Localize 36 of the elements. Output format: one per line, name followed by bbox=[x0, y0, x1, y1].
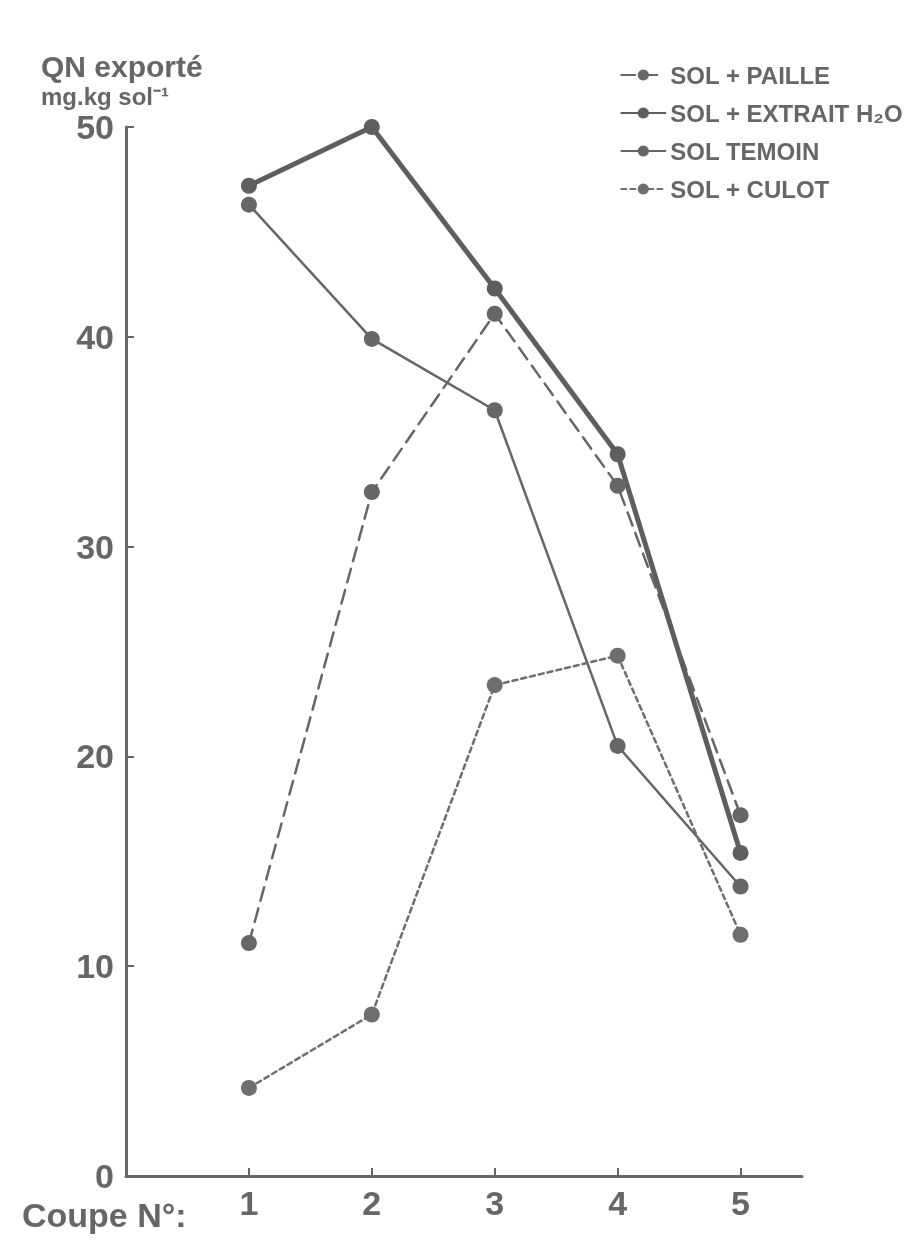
point bbox=[609, 446, 626, 463]
point bbox=[609, 647, 626, 664]
point bbox=[240, 1079, 257, 1096]
x-tick-label: 1 bbox=[239, 1184, 259, 1222]
point bbox=[363, 119, 380, 135]
legend-label: SOL + PAILLE bbox=[670, 61, 831, 89]
x-axis-title: Coupe N°: bbox=[22, 1196, 187, 1234]
point bbox=[363, 484, 380, 501]
point bbox=[486, 305, 503, 322]
y-tick-label: 10 bbox=[76, 947, 114, 986]
point bbox=[732, 926, 749, 943]
y-tick-label: 40 bbox=[76, 317, 114, 356]
point bbox=[732, 807, 749, 824]
x-tick-label: 4 bbox=[608, 1184, 628, 1222]
x-tick-label: 3 bbox=[485, 1184, 505, 1222]
y-axis-title: QN exporté mg.kg sol⁻¹ bbox=[41, 49, 203, 110]
point bbox=[609, 477, 626, 494]
point bbox=[240, 196, 257, 213]
point bbox=[240, 935, 257, 952]
point bbox=[732, 844, 749, 861]
point bbox=[363, 1006, 380, 1023]
point bbox=[486, 402, 503, 419]
y-tick-label: 20 bbox=[76, 737, 114, 776]
x-tick-label: 2 bbox=[362, 1184, 382, 1222]
point bbox=[240, 177, 257, 194]
point bbox=[732, 878, 749, 895]
point bbox=[486, 280, 503, 297]
point bbox=[363, 330, 380, 347]
x-tick-label: 5 bbox=[731, 1184, 751, 1222]
point bbox=[486, 677, 503, 694]
y-tick-label: 30 bbox=[76, 527, 114, 566]
point bbox=[609, 737, 626, 754]
y-tick-label: 0 bbox=[95, 1157, 114, 1195]
legend-label: SOL TEMOIN bbox=[670, 137, 820, 165]
legend-label: SOL + CULOT bbox=[670, 175, 830, 203]
legend-label: SOL + EXTRAIT H₂O bbox=[670, 99, 903, 127]
